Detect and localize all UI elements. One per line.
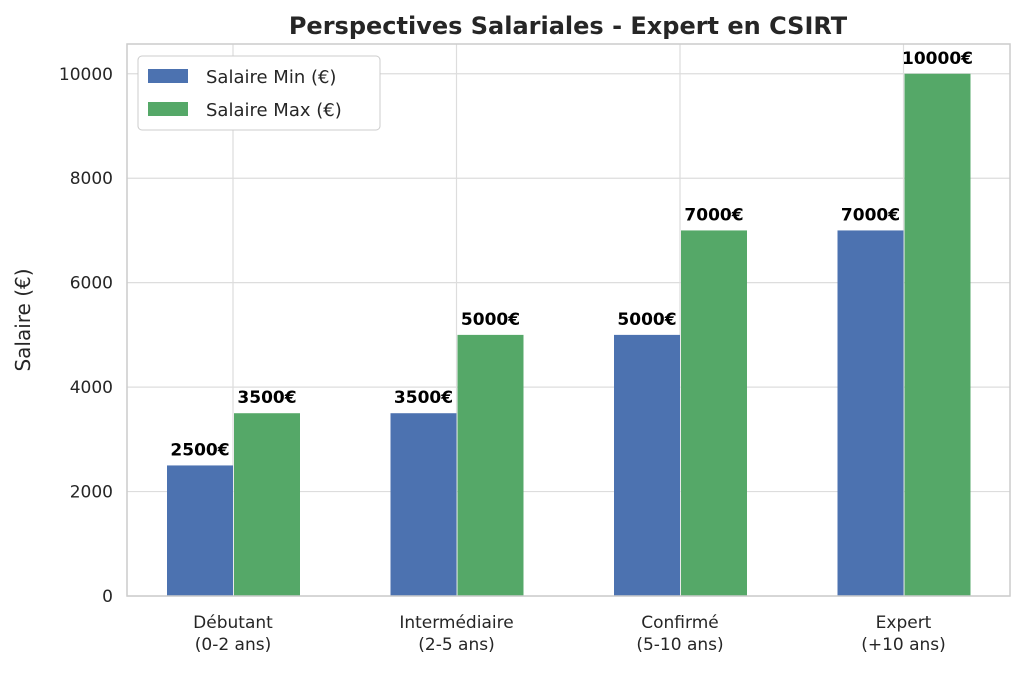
data-label: 3500€ (237, 388, 296, 408)
x-tick-label: (5-10 ans) (636, 635, 723, 655)
y-tick-label: 8000 (70, 169, 113, 189)
bar-min (390, 413, 457, 596)
bar-max (681, 230, 747, 597)
data-label: 5000€ (461, 310, 520, 330)
chart-title: Perspectives Salariales - Expert en CSIR… (289, 12, 848, 40)
legend-swatch (148, 102, 188, 116)
plot-frame (126, 43, 1011, 597)
legend-label: Salaire Max (€) (206, 100, 342, 121)
bar-min (167, 465, 233, 596)
y-tick-label: 10000 (59, 65, 113, 85)
x-tick-label: Intermédiaire (399, 613, 513, 633)
y-tick-label: 6000 (70, 274, 113, 294)
data-label: 2500€ (170, 440, 229, 460)
x-tick-label: (+10 ans) (861, 635, 946, 655)
bar-max (457, 334, 524, 596)
legend: Salaire Min (€) Salaire Max (€) (137, 55, 381, 131)
y-axis-label: Salaire (€) (11, 268, 35, 371)
x-tick-label: Confirmé (641, 613, 718, 633)
data-label: 7000€ (841, 205, 900, 225)
legend-swatch (148, 69, 188, 83)
x-tick-label: Expert (876, 613, 932, 633)
x-tick-label: Débutant (193, 613, 273, 633)
bar-max (234, 413, 300, 596)
y-tick-label: 4000 (70, 378, 113, 398)
data-label: 5000€ (617, 310, 676, 330)
data-label: 3500€ (394, 388, 453, 408)
bar-min (614, 334, 680, 596)
data-label: 7000€ (684, 205, 743, 225)
data-label: 10000€ (902, 49, 973, 69)
legend-box (137, 55, 381, 131)
legend-label: Salaire Min (€) (206, 67, 336, 88)
bar-max (904, 73, 971, 596)
bar-min (837, 230, 904, 597)
x-tick-label: (2-5 ans) (418, 635, 494, 655)
x-tick-label: (0-2 ans) (195, 635, 271, 655)
y-tick-label: 2000 (70, 483, 113, 503)
y-tick-label: 0 (102, 587, 113, 607)
